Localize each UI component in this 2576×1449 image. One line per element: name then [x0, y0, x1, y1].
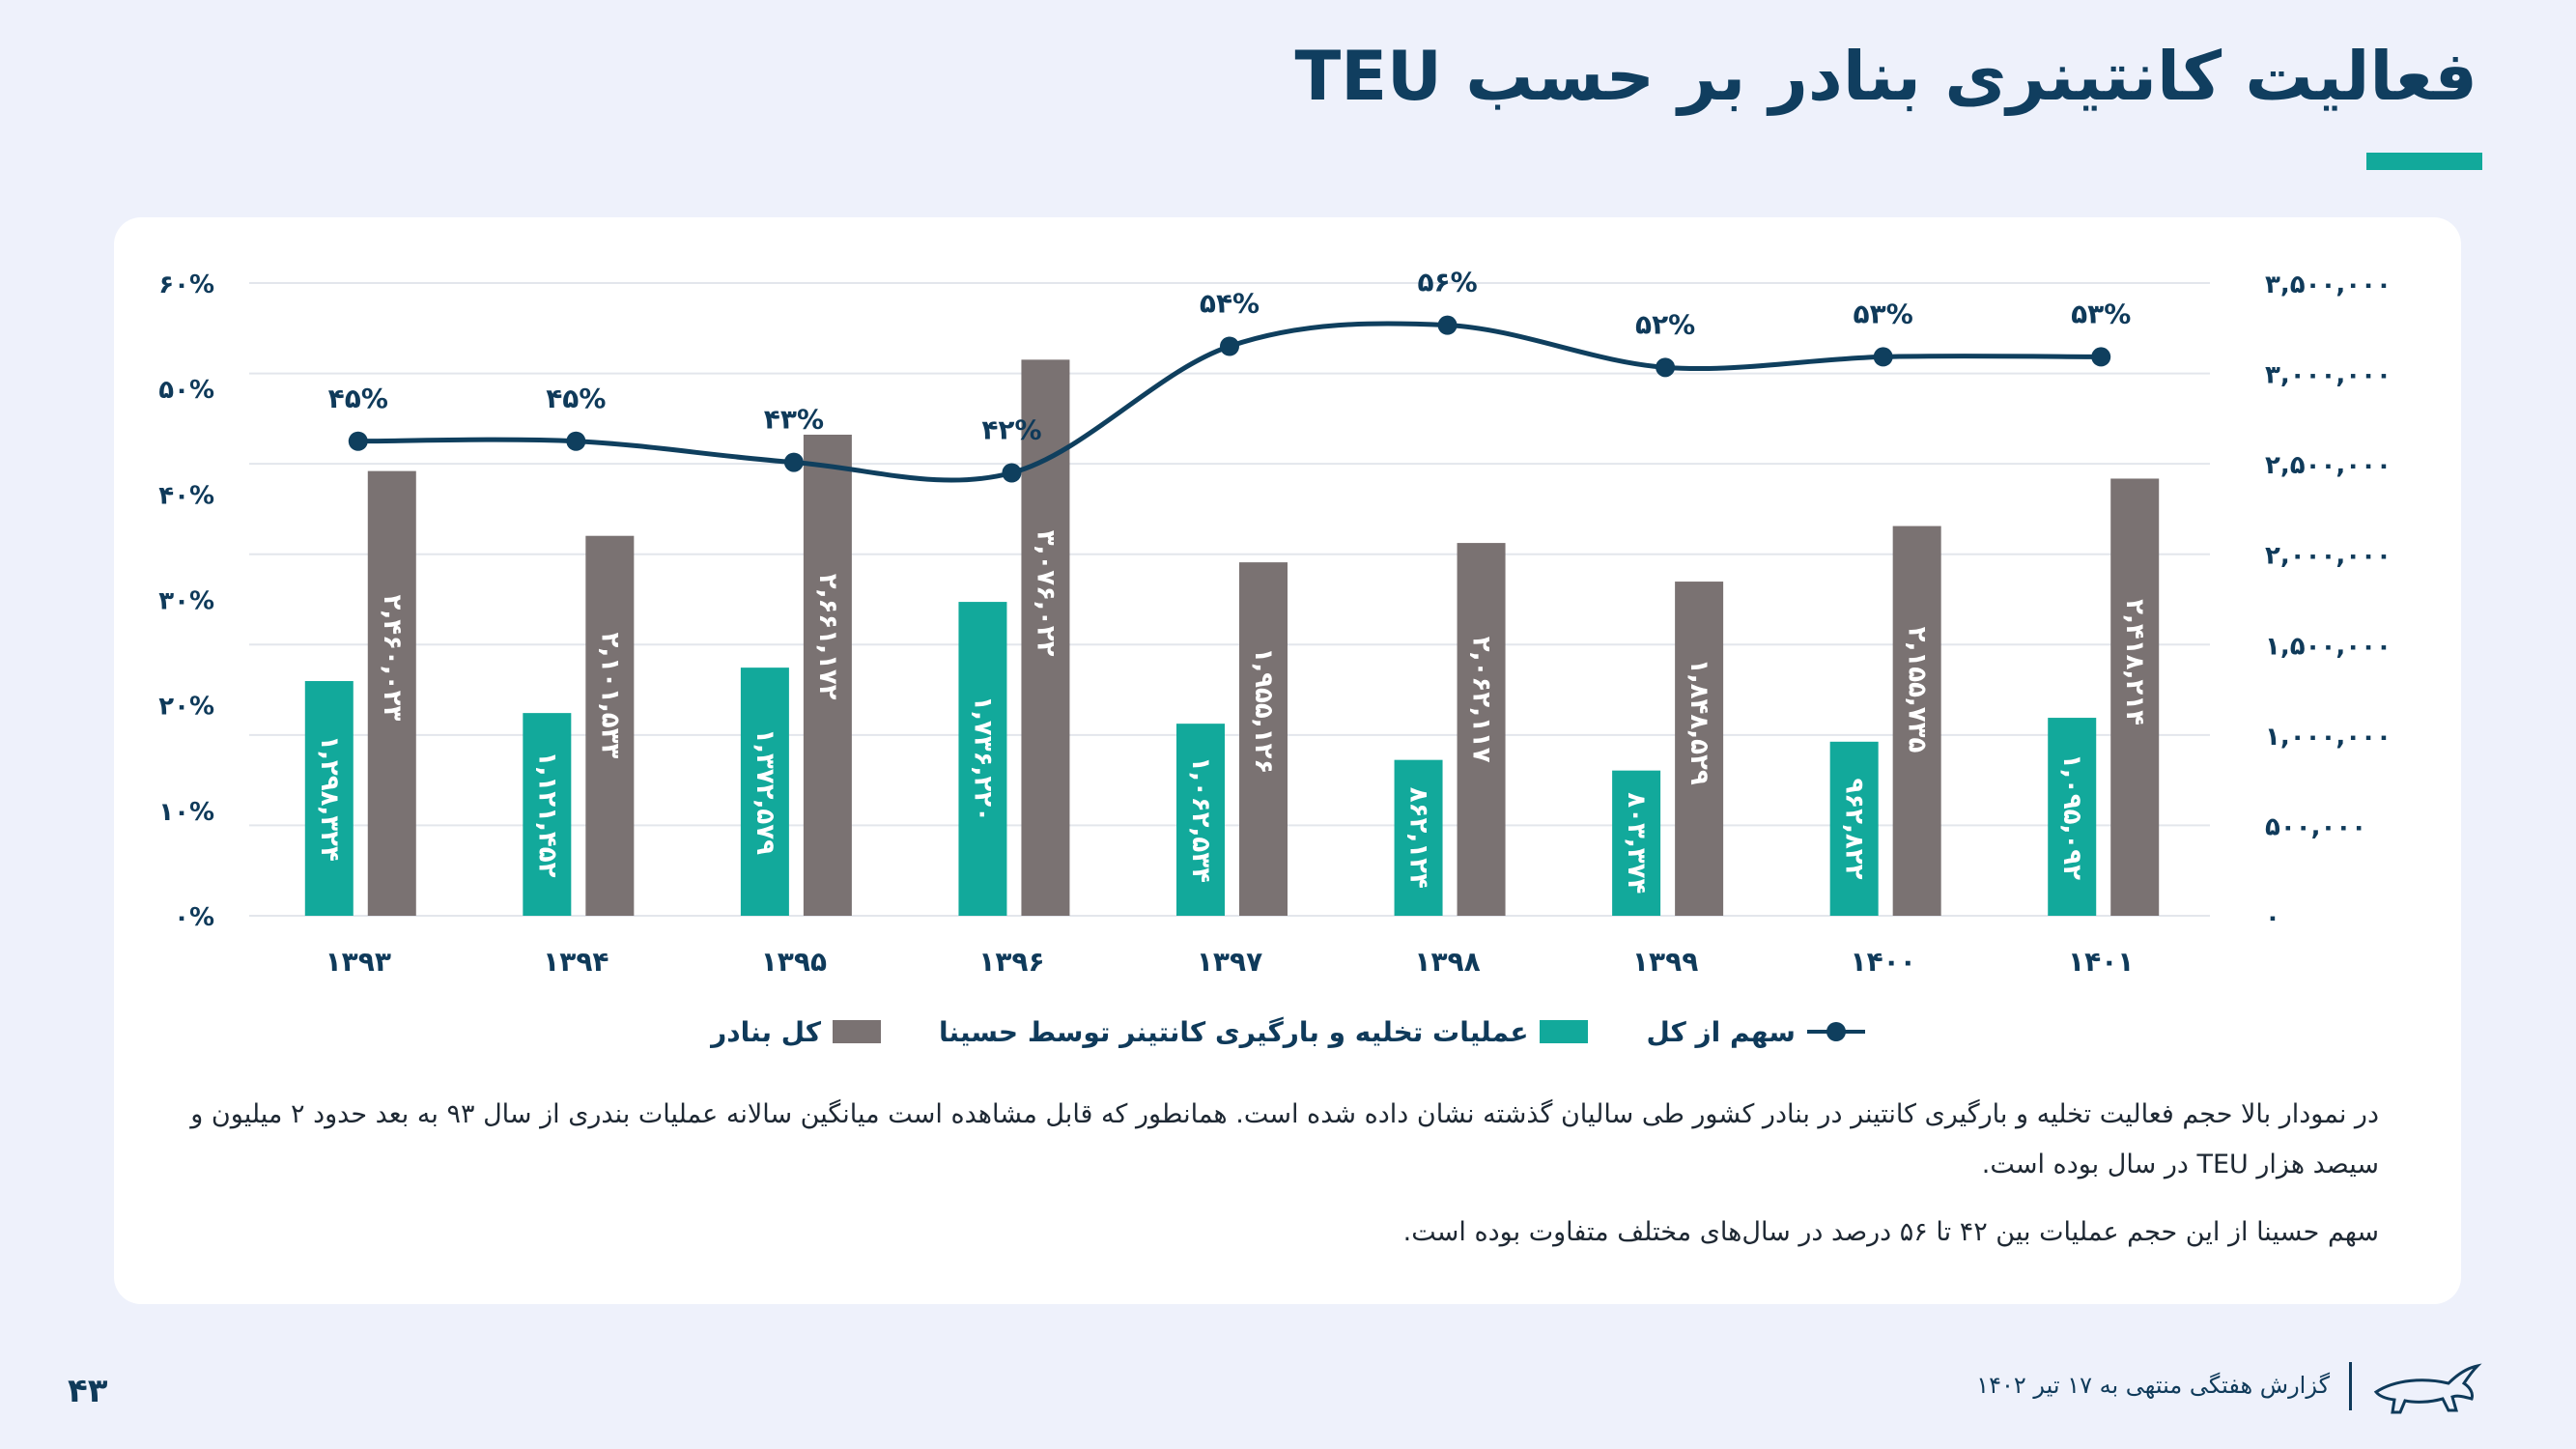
bar-total-label: ۲,۰۶۲,۱۱۷: [1467, 637, 1496, 763]
right-axis-tick-label: ۳,۵۰۰,۰۰۰: [2265, 270, 2392, 299]
bar-hasina-label: ۸۰۳,۳۷۴: [1622, 792, 1651, 894]
share-point: [1873, 347, 1893, 367]
legend-item-hasina: عملیات تخلیه و بارگیری کانتینر توسط حسین…: [939, 1015, 1589, 1048]
legend-label-hasina: عملیات تخلیه و بارگیری کانتینر توسط حسین…: [939, 1015, 1529, 1048]
left-axis-tick-label: ۲۰%: [158, 693, 214, 722]
bull-logo-icon: [2373, 1363, 2482, 1414]
left-axis-tick-label: ۳۰%: [158, 587, 214, 616]
x-axis-tick-label: ۱۳۹۴: [543, 946, 609, 978]
bar-hasina: [740, 668, 789, 916]
legend-item-share: سهم از کل: [1646, 1015, 1865, 1048]
bar-total-label: ۳,۰۷۶,۰۲۲: [1031, 530, 1060, 657]
bar-total-label: ۲,۴۶۰,۰۲۳: [378, 595, 407, 722]
bar-total-label: ۲,۴۱۸,۲۱۴: [2120, 599, 2149, 725]
bar-total: [367, 470, 416, 916]
combo-chart: ۰ ۵۰۰,۰۰۰ ۱,۰۰۰,۰۰۰ ۱,۵۰۰,۰۰۰ ۲,۰۰۰,۰۰۰ ۲,۵۰۰…: [158, 267, 2392, 978]
share-data-label: ۴۵%: [328, 383, 388, 414]
share-point: [2091, 347, 2111, 367]
legend-teal-swatch: [1540, 1020, 1589, 1043]
share-data-label: ۵۳%: [1854, 298, 1913, 329]
share-point: [1656, 357, 1676, 378]
bar-hasina-label: ۱,۳۷۲,۵۷۹: [750, 728, 779, 855]
right-axis-tick-label: ۲,۰۰۰,۰۰۰: [2265, 542, 2392, 571]
right-axis-tick-label: ۱,۰۰۰,۰۰۰: [2265, 723, 2392, 752]
bar-hasina: [1829, 741, 1879, 916]
share-paragraph: سهم حسینا از این حجم عملیات بین ۴۲ تا ۵۶…: [1402, 1217, 2379, 1247]
title-accent-bar: [2366, 153, 2482, 170]
right-axis-tick-label: ۰: [2265, 903, 2280, 932]
right-axis-tick-label: ۵۰۰,۰۰۰: [2265, 812, 2366, 841]
left-axis-tick-label: ۶۰%: [158, 270, 214, 299]
share-data-label: ۴۲%: [981, 414, 1041, 446]
bar-hasina: [523, 713, 572, 916]
legend-line-swatch: [1806, 1020, 1865, 1043]
bar-total: [1239, 562, 1288, 916]
bar-hasina-label: ۱,۰۶۲,۵۳۴: [1186, 756, 1215, 883]
left-axis-tick-label: ۴۰%: [158, 481, 214, 510]
bar-hasina: [958, 602, 1007, 916]
legend-label-total: کل بنادر: [711, 1015, 822, 1048]
x-axis-tick-label: ۱۳۹۹: [1632, 946, 1698, 978]
share-point: [1002, 463, 1022, 483]
bar-hasina-label: ۱,۲۹۸,۳۲۴: [315, 735, 344, 862]
bar-total: [1675, 582, 1724, 916]
bar-hasina: [1612, 770, 1661, 916]
share-data-label: ۵۲%: [1635, 308, 1695, 340]
bar-total-label: ۲,۱۰۱,۵۳۳: [595, 632, 624, 758]
bar-total-label: ۱,۹۵۵,۱۲۶: [1249, 647, 1278, 774]
x-axis-tick-label: ۱۳۹۷: [1197, 946, 1262, 978]
share-data-label: ۵۳%: [2071, 298, 2131, 329]
page-title: فعالیت کانتینری بنادر بر حسب TEU: [1294, 37, 2477, 116]
bar-total-label: ۲,۱۵۵,۷۳۵: [1903, 627, 1932, 753]
x-axis-tick-label: ۱۴۰۰: [1850, 946, 1915, 978]
right-axis-tick-label: ۳,۰۰۰,۰۰۰: [2265, 361, 2392, 390]
chart-legend: سهم از کل عملیات تخلیه و بارگیری کانتینر…: [0, 1012, 2576, 1051]
share-data-label: ۴۵%: [546, 383, 606, 414]
bar-total: [803, 434, 852, 916]
share-data-label: ۵۶%: [1417, 267, 1477, 298]
right-axis-tick-label: ۱,۵۰۰,۰۰۰: [2265, 632, 2392, 661]
bar-hasina: [2048, 718, 2097, 916]
legend-label-share: سهم از کل: [1646, 1015, 1796, 1048]
share-point: [566, 431, 586, 451]
x-axis-tick-label: ۱۴۰۱: [2068, 946, 2134, 978]
share-point: [1437, 315, 1458, 335]
x-axis-tick-label: ۱۳۹۶: [978, 946, 1044, 978]
bar-hasina-label: ۹۶۲,۸۲۲: [1840, 778, 1869, 879]
left-axis-tick-label: ۵۰%: [158, 376, 214, 405]
x-axis-tick-label: ۱۳۹۸: [1414, 946, 1480, 978]
bar-total: [1457, 543, 1506, 916]
right-axis-tick-label: ۲,۵۰۰,۰۰۰: [2265, 451, 2392, 480]
bar-hasina: [304, 681, 354, 916]
share-point: [348, 431, 368, 451]
bar-total: [585, 535, 635, 916]
footer-divider: [2349, 1362, 2352, 1410]
bar-hasina-label: ۸۶۲,۱۲۴: [1404, 787, 1433, 889]
legend-gray-swatch: [833, 1020, 882, 1043]
bar-hasina: [1394, 759, 1443, 916]
bar-total-label: ۱,۸۴۸,۵۲۹: [1684, 659, 1713, 785]
share-data-label: ۴۳%: [764, 404, 824, 436]
bar-total: [2110, 478, 2160, 916]
left-axis-tick-label: ۱۰%: [158, 798, 214, 827]
bar-total: [1892, 526, 1941, 916]
bar-hasina: [1176, 724, 1225, 916]
bar-hasina-label: ۱,۷۳۶,۲۲۰: [968, 696, 997, 822]
x-axis-tick-label: ۱۳۹۳: [326, 946, 391, 978]
x-axis-tick-label: ۱۳۹۵: [761, 946, 827, 978]
bar-hasina-label: ۱,۱۲۱,۴۵۲: [532, 752, 561, 878]
share-point: [783, 452, 804, 472]
page-number: ۴۳: [68, 1372, 108, 1410]
bar-hasina-label: ۱,۰۹۵,۰۹۲: [2057, 753, 2086, 880]
share-data-label: ۵۴%: [1200, 288, 1260, 320]
left-axis-tick-label: ۰%: [174, 903, 214, 932]
footer-report-label: گزارش هفتگی منتهی به ۱۷ تیر ۱۴۰۲: [1976, 1372, 2330, 1399]
description-paragraph: در نمودار بالا حجم فعالیت تخلیه و بارگیر…: [190, 1099, 2379, 1179]
share-point: [1220, 336, 1239, 356]
bar-total-label: ۲,۶۶۱,۱۷۲: [813, 574, 842, 700]
legend-item-total: کل بنادر: [711, 1015, 882, 1048]
